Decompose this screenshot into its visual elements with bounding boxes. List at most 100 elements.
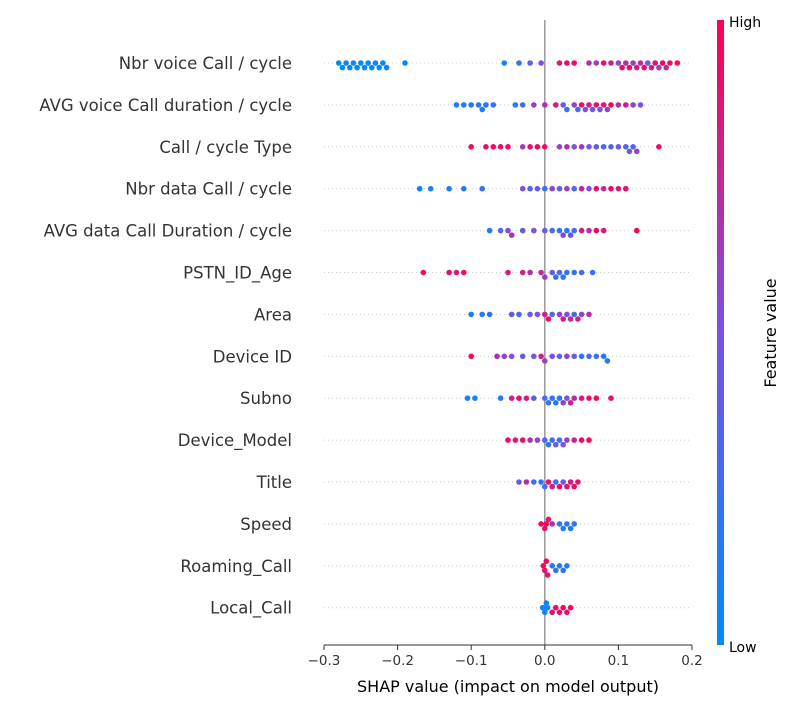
shap-point: [553, 479, 559, 485]
x-tick-label: 0.1: [608, 653, 629, 669]
shap-point: [512, 437, 519, 443]
shap-point: [637, 102, 644, 108]
shap-point: [556, 483, 563, 490]
shap-point: [593, 395, 600, 402]
shap-point: [453, 269, 460, 276]
shap-point: [479, 311, 486, 318]
shap-point: [564, 395, 570, 402]
shap-point: [468, 353, 475, 360]
shap-point: [497, 227, 504, 234]
shap-point: [615, 102, 622, 108]
shap-point: [475, 102, 482, 108]
shap-point: [544, 572, 551, 578]
shap-point: [586, 227, 592, 234]
shap-point: [531, 353, 537, 360]
shap-point: [593, 102, 600, 108]
shap-point: [586, 102, 592, 108]
shap-point: [505, 227, 511, 234]
shap-point: [542, 102, 548, 108]
shap-point: [461, 185, 467, 192]
shap-point: [586, 144, 592, 150]
shap-point: [560, 274, 566, 280]
shap-point: [538, 353, 544, 360]
shap-point: [575, 316, 581, 322]
shap-point: [556, 60, 563, 66]
shap-point: [560, 567, 566, 574]
shap-point: [361, 64, 368, 71]
x-tick-label: 0.0: [534, 653, 555, 669]
shap-point: [634, 148, 640, 155]
shap-point: [634, 64, 640, 71]
feature-label: AVG data Call Duration / cycle: [44, 222, 292, 241]
shap-point: [542, 567, 548, 574]
feature-label: Speed: [240, 515, 292, 534]
shap-point: [586, 185, 592, 192]
shap-point: [542, 311, 548, 318]
shap-point: [383, 64, 390, 71]
shap-point: [549, 437, 555, 443]
shap-point: [542, 185, 548, 192]
shap-point: [464, 395, 471, 402]
shap-point: [347, 64, 353, 71]
feature-label: AVG voice Call duration / cycle: [39, 96, 292, 115]
shap-point: [674, 60, 681, 66]
shap-point: [538, 60, 544, 66]
shap-point: [630, 102, 636, 108]
shap-point: [543, 558, 550, 564]
shap-point: [623, 144, 629, 150]
shap-point: [656, 64, 662, 71]
feature-label: Area: [254, 305, 292, 324]
shap-point: [608, 60, 614, 66]
shap-point: [600, 227, 607, 234]
shap-point: [543, 521, 550, 527]
shap-point: [630, 60, 636, 66]
shap-point: [560, 525, 566, 532]
shap-point: [527, 185, 533, 192]
colorbar: [717, 20, 724, 645]
shap-point: [626, 148, 633, 155]
shap-point: [350, 60, 357, 66]
shap-point: [553, 102, 559, 108]
shap-point: [593, 227, 600, 234]
shap-point: [553, 604, 559, 611]
shap-point: [461, 269, 467, 276]
shap-points: [335, 60, 681, 616]
shap-point: [420, 269, 427, 276]
shap-point: [545, 441, 552, 448]
feature-label: Nbr data Call / cycle: [125, 180, 292, 199]
shap-point: [553, 441, 559, 448]
feature-label: Local_Call: [210, 599, 292, 619]
shap-point: [571, 437, 577, 443]
shap-point: [512, 102, 519, 108]
colorbar-title: Feature value: [761, 278, 780, 387]
shap-point: [468, 144, 475, 150]
shap-point: [508, 311, 515, 318]
shap-point: [527, 437, 533, 443]
shap-point: [402, 60, 408, 66]
shap-point: [586, 311, 592, 318]
shap-point: [615, 144, 622, 150]
shap-point: [571, 353, 577, 360]
shap-point: [538, 521, 544, 527]
shap-point: [549, 563, 555, 569]
shap-point: [600, 102, 607, 108]
shap-point: [560, 604, 566, 611]
shap-point: [542, 274, 548, 280]
feature-label: Device_Model: [178, 431, 292, 451]
shap-point: [578, 269, 585, 276]
shap-point: [575, 106, 581, 113]
shap-point: [564, 563, 570, 569]
shap-point: [519, 185, 526, 192]
shap-point: [575, 479, 581, 485]
shap-point: [539, 604, 546, 611]
shap-point: [339, 64, 346, 71]
shap-point: [531, 102, 537, 108]
shap-point: [615, 185, 622, 192]
shap-point: [556, 353, 563, 360]
shap-point: [365, 60, 372, 66]
shap-point: [652, 60, 658, 66]
shap-point: [505, 269, 511, 276]
shap-point: [486, 227, 493, 234]
shap-point: [549, 353, 555, 360]
